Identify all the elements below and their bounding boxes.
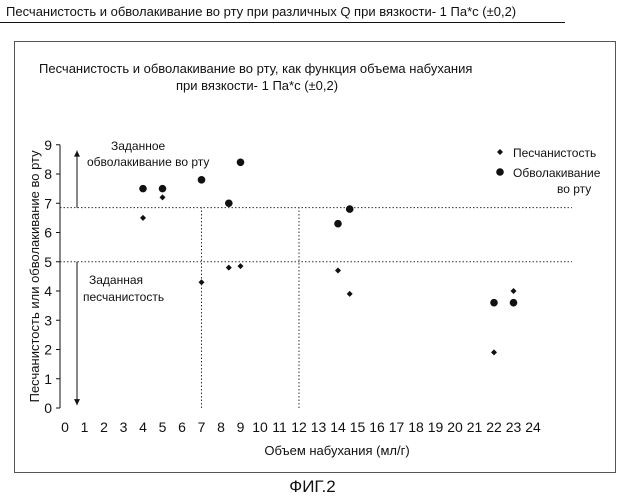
data-point-grit <box>491 349 497 355</box>
legend-label-coating-1: Обволакивание <box>513 166 601 180</box>
y-tick-label: 6 <box>44 225 52 241</box>
y-tick-label: 0 <box>44 400 52 416</box>
data-point-grit <box>226 265 232 271</box>
y-tick-label: 5 <box>44 254 52 270</box>
data-point-coating <box>346 205 354 213</box>
data-point-grit <box>238 263 244 269</box>
chart-subtitle: при вязкости- 1 Па*с (±0,2) <box>176 78 338 93</box>
y-tick-label: 3 <box>44 312 52 328</box>
x-tick-label: 23 <box>506 419 522 435</box>
data-point-grit <box>160 194 166 200</box>
data-point-grit <box>199 279 205 285</box>
y-tick-label: 8 <box>44 166 52 182</box>
x-tick-label: 3 <box>120 419 128 435</box>
y-tick-label: 4 <box>44 283 52 299</box>
target-coating-arrow-head <box>74 151 80 157</box>
y-tick-label: 1 <box>44 371 52 387</box>
annotation-target-coating-1: Заданное <box>111 139 166 153</box>
x-tick-label: 1 <box>81 419 89 435</box>
annotation-target-coating-2: обволакивание во рту <box>87 155 209 169</box>
legend-marker-grit <box>497 149 503 155</box>
x-axis-label: Объем набухания (мл/г) <box>264 443 409 458</box>
y-tick-label: 9 <box>44 137 52 153</box>
target-grit-arrow-head <box>74 399 80 405</box>
x-tick-label: 17 <box>389 419 405 435</box>
x-tick-label: 12 <box>291 419 307 435</box>
y-tick-label: 2 <box>44 342 52 358</box>
x-tick-label: 9 <box>237 419 245 435</box>
x-tick-label: 24 <box>525 419 541 435</box>
legend-label-grit: Песчанистость <box>513 146 596 160</box>
x-tick-label: 11 <box>272 419 287 435</box>
x-tick-label: 15 <box>350 419 366 435</box>
x-tick-label: 20 <box>447 419 463 435</box>
data-point-grit <box>335 268 341 274</box>
y-axis-label: Песчанистость или обволакивание во рту <box>27 150 42 403</box>
data-point-coating <box>237 159 245 167</box>
data-point-coating <box>334 220 342 228</box>
data-point-coating <box>225 199 233 207</box>
x-tick-label: 13 <box>311 419 327 435</box>
data-point-coating <box>490 299 498 307</box>
x-tick-label: 14 <box>330 419 346 435</box>
data-point-coating <box>510 299 518 307</box>
data-point-coating <box>198 176 206 184</box>
data-point-grit <box>347 291 353 297</box>
annotation-target-grit-1: Заданная <box>89 273 143 287</box>
x-tick-label: 5 <box>159 419 167 435</box>
data-point-grit <box>140 215 146 221</box>
legend: Песчанистость Обволакивание во рту <box>496 146 601 196</box>
x-tick-label: 7 <box>198 419 206 435</box>
x-tick-label: 21 <box>467 419 483 435</box>
data-point-coating <box>139 185 147 193</box>
data-point-grit <box>511 288 517 294</box>
x-tick-label: 16 <box>369 419 385 435</box>
x-tick-label: 8 <box>217 419 225 435</box>
legend-marker-coating <box>496 168 504 176</box>
x-tick-label: 19 <box>428 419 444 435</box>
legend-label-coating-2: во рту <box>557 182 591 196</box>
x-tick-label: 4 <box>139 419 147 435</box>
x-tick-label: 18 <box>408 419 424 435</box>
y-tick-label: 7 <box>44 195 52 211</box>
chart-title: Песчанистость и обволакивание во рту, ка… <box>39 61 472 76</box>
annotation-target-grit-2: песчанистость <box>83 290 164 304</box>
x-tick-label: 0 <box>61 419 69 435</box>
x-tick-label: 2 <box>100 419 108 435</box>
x-tick-label: 6 <box>178 419 186 435</box>
x-tick-label: 10 <box>252 419 268 435</box>
figure-caption: ФИГ.2 <box>0 477 625 497</box>
data-point-coating <box>159 185 167 193</box>
x-tick-label: 22 <box>486 419 502 435</box>
